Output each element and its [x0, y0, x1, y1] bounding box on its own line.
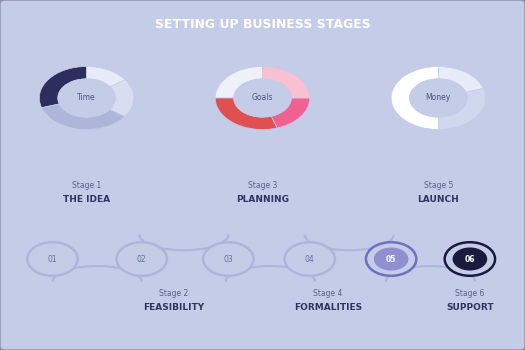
Text: Stage 2: Stage 2 — [159, 289, 188, 299]
Wedge shape — [438, 66, 484, 92]
Wedge shape — [438, 88, 486, 130]
Wedge shape — [215, 98, 277, 130]
Text: 03: 03 — [224, 254, 233, 264]
Text: Money: Money — [426, 93, 451, 103]
Text: FORMALITIES: FORMALITIES — [294, 303, 362, 313]
Circle shape — [445, 242, 495, 276]
Text: LAUNCH: LAUNCH — [417, 195, 459, 204]
Circle shape — [292, 247, 327, 271]
Text: 05: 05 — [386, 254, 396, 264]
Text: THE IDEA: THE IDEA — [63, 195, 110, 204]
Circle shape — [374, 247, 408, 271]
Circle shape — [117, 242, 167, 276]
Wedge shape — [391, 66, 438, 130]
Circle shape — [124, 247, 159, 271]
Text: Time: Time — [77, 93, 96, 103]
Text: Stage 4: Stage 4 — [313, 289, 343, 299]
Circle shape — [203, 242, 254, 276]
Circle shape — [58, 79, 116, 117]
Wedge shape — [262, 66, 310, 98]
Text: SETTING UP BUSINESS STAGES: SETTING UP BUSINESS STAGES — [155, 18, 370, 31]
Text: Goals: Goals — [252, 93, 273, 103]
Text: Stage 1: Stage 1 — [72, 181, 101, 190]
Wedge shape — [39, 66, 87, 108]
Circle shape — [234, 79, 291, 117]
Wedge shape — [41, 104, 125, 130]
Circle shape — [35, 247, 70, 271]
Text: 04: 04 — [305, 254, 314, 264]
Wedge shape — [110, 79, 134, 117]
Wedge shape — [271, 98, 310, 128]
Text: 06: 06 — [465, 254, 475, 264]
Circle shape — [410, 79, 467, 117]
Circle shape — [285, 242, 335, 276]
Text: PLANNING: PLANNING — [236, 195, 289, 204]
Text: SUPPORT: SUPPORT — [446, 303, 494, 313]
Text: Stage 6: Stage 6 — [455, 289, 485, 299]
Circle shape — [211, 247, 246, 271]
Wedge shape — [87, 66, 125, 87]
Text: Stage 3: Stage 3 — [248, 181, 277, 190]
Circle shape — [453, 247, 487, 271]
Circle shape — [27, 242, 78, 276]
Wedge shape — [215, 66, 262, 98]
Circle shape — [366, 242, 416, 276]
Text: 01: 01 — [48, 254, 57, 264]
Text: FEASIBILITY: FEASIBILITY — [143, 303, 204, 313]
Text: Stage 5: Stage 5 — [424, 181, 453, 190]
Text: 02: 02 — [137, 254, 146, 264]
